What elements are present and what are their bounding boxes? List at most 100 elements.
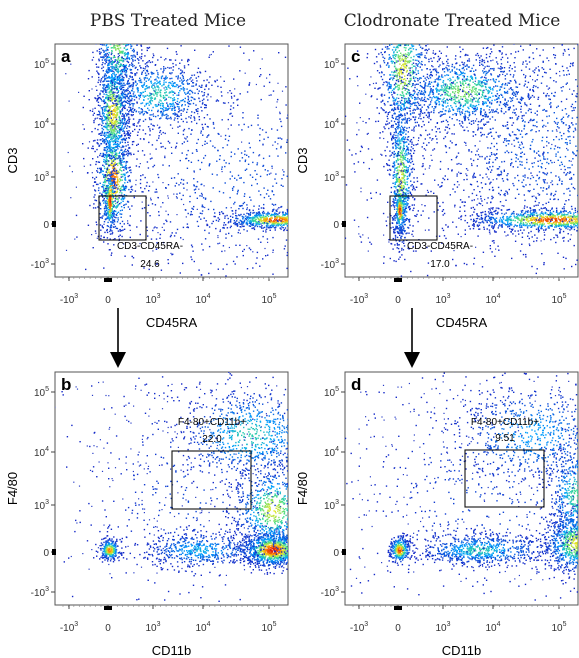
plot-panel-a: CD3-CD45RA- 24.6 a -103 0 103 104 105 -103 0 103 10… bbox=[5, 43, 289, 330]
gate-percentage: 17.0 bbox=[430, 259, 450, 270]
scatter-points bbox=[55, 372, 288, 602]
y-tick-label: 104 bbox=[34, 118, 49, 131]
background-events bbox=[70, 381, 285, 576]
y-axis-label: CD3 bbox=[295, 147, 310, 173]
background-events bbox=[355, 380, 575, 582]
y-tick-label: -103 bbox=[321, 586, 339, 599]
x-axis-label: CD11b bbox=[442, 643, 482, 658]
column-title-clodronate: Clodronate Treated Mice bbox=[344, 11, 561, 31]
x-tick-label: 105 bbox=[261, 293, 276, 306]
scatter-points bbox=[345, 44, 578, 277]
y-zero-marker bbox=[342, 221, 346, 227]
y-tick-label: 103 bbox=[324, 499, 339, 512]
y-tick-label: 105 bbox=[34, 58, 49, 71]
population-p3 bbox=[145, 374, 288, 502]
background-events bbox=[356, 50, 572, 252]
plot-panel-d: F4-80+CD11b+ 9.51 d -103 0 103 104 105 -103 0 103 1… bbox=[295, 371, 579, 658]
x-tick-label: 0 bbox=[395, 295, 401, 306]
y-tick-label: 0 bbox=[43, 220, 49, 231]
x-axis-label: CD45RA bbox=[436, 315, 488, 330]
x-tick-label: 104 bbox=[195, 293, 210, 306]
population-p5 bbox=[205, 206, 288, 233]
x-tick-label: 105 bbox=[261, 621, 276, 634]
x-tick-label: 103 bbox=[435, 621, 450, 634]
population-p7 bbox=[102, 154, 121, 245]
panel-letter: b bbox=[61, 375, 71, 394]
y-axis-label: F4/80 bbox=[295, 472, 310, 505]
x-tick-label: -103 bbox=[60, 293, 78, 306]
y-axis-label: CD3 bbox=[5, 147, 20, 173]
arrow-a-to-b bbox=[110, 308, 126, 368]
population-p6 bbox=[345, 44, 578, 277]
x-tick-label: 103 bbox=[145, 621, 160, 634]
gate-label: CD3-CD45RA- bbox=[117, 241, 183, 252]
gate-box bbox=[389, 195, 438, 241]
population-p3 bbox=[83, 44, 156, 145]
x-tick-label: -103 bbox=[350, 293, 368, 306]
y-tick-label: 105 bbox=[324, 58, 339, 71]
x-axis-label: CD45RA bbox=[146, 315, 198, 330]
x-tick-label: 104 bbox=[195, 621, 210, 634]
panel-letter: a bbox=[61, 47, 71, 66]
gate-label: F4-80+CD11b+ bbox=[471, 417, 539, 428]
population-p4 bbox=[442, 199, 578, 237]
gate-label: F4-80+CD11b+ bbox=[178, 417, 246, 428]
y-tick-label: -103 bbox=[31, 258, 49, 271]
population-p5 bbox=[387, 532, 417, 566]
x-axis-label: CD11b bbox=[152, 643, 192, 658]
y-tick-label: 104 bbox=[34, 446, 49, 459]
population-p5 bbox=[95, 531, 128, 563]
gate-percentage: 22.0 bbox=[202, 434, 222, 445]
population-p2 bbox=[214, 448, 288, 564]
panel-letter: d bbox=[351, 375, 361, 394]
y-tick-label: 103 bbox=[324, 171, 339, 184]
x-tick-label: -103 bbox=[350, 621, 368, 634]
y-tick-label: 103 bbox=[34, 499, 49, 512]
plot-panel-b: F4-80+CD11b+ 22.0 b -103 0 103 104 105 -103 0 103 1… bbox=[5, 371, 289, 658]
y-tick-label: 104 bbox=[324, 446, 339, 459]
population-p1 bbox=[220, 519, 288, 575]
x-tick-label: -103 bbox=[60, 621, 78, 634]
y-tick-label: 0 bbox=[333, 220, 339, 231]
column-title-pbs: PBS Treated Mice bbox=[90, 11, 246, 31]
arrow-c-to-d bbox=[404, 308, 420, 368]
x-tick-label: 0 bbox=[395, 623, 401, 634]
scatter-points bbox=[65, 44, 288, 277]
y-tick-label: -103 bbox=[31, 586, 49, 599]
background-events bbox=[65, 52, 284, 254]
x-tick-label: 0 bbox=[105, 623, 111, 634]
plot-panel-c: CD3-CD45RA- 17.0 c -103 0 103 104 105 -103 0 103 10… bbox=[295, 43, 579, 330]
x-tick-label: 0 bbox=[105, 295, 111, 306]
y-axis-label: F4/80 bbox=[5, 472, 20, 505]
x-zero-marker bbox=[394, 606, 402, 610]
population-p4 bbox=[393, 513, 578, 572]
y-tick-label: 105 bbox=[324, 386, 339, 399]
y-tick-label: 105 bbox=[34, 386, 49, 399]
population-p2 bbox=[366, 44, 441, 167]
y-tick-label: 103 bbox=[34, 171, 49, 184]
gate-box bbox=[98, 195, 147, 241]
y-zero-marker bbox=[342, 549, 346, 555]
population-p4 bbox=[87, 45, 239, 149]
y-zero-marker bbox=[52, 549, 56, 555]
scatter-points bbox=[345, 372, 578, 601]
x-zero-marker bbox=[394, 278, 402, 282]
x-tick-label: 103 bbox=[145, 293, 160, 306]
population-p6 bbox=[345, 372, 578, 601]
population-p2 bbox=[530, 415, 578, 555]
y-zero-marker bbox=[52, 221, 56, 227]
population-p6 bbox=[75, 45, 288, 277]
gate-label: CD3-CD45RA- bbox=[407, 241, 473, 252]
y-tick-label: 104 bbox=[324, 118, 339, 131]
y-tick-label: -103 bbox=[321, 258, 339, 271]
plot-frame bbox=[344, 371, 579, 606]
x-zero-marker bbox=[104, 606, 112, 610]
gate-box bbox=[464, 449, 545, 508]
y-tick-label: 0 bbox=[333, 548, 339, 559]
x-tick-label: 104 bbox=[485, 621, 500, 634]
x-tick-label: 105 bbox=[551, 293, 566, 306]
gate-percentage: 24.6 bbox=[140, 259, 160, 270]
x-tick-label: 105 bbox=[551, 621, 566, 634]
x-tick-label: 103 bbox=[435, 293, 450, 306]
